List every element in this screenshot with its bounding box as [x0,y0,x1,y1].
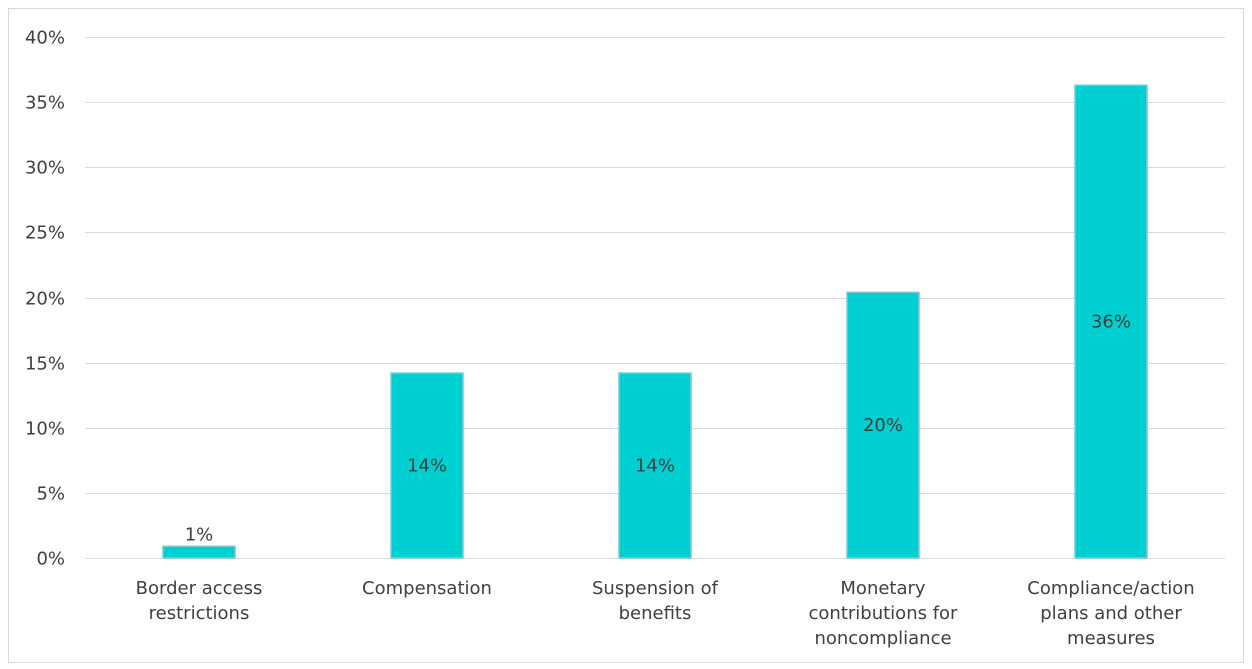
y-tick-label: 15% [25,354,65,375]
y-axis-tick-labels: 0% 5% 10% 15% 20% 25% 30% 35% 40% [25,28,65,570]
y-tick-label: 25% [25,223,65,244]
gridlines [85,37,1225,559]
x-category-label: Monetary contributions for noncompliance [809,578,959,649]
bar [1074,84,1148,559]
bar [162,545,236,559]
y-tick-label: 30% [25,158,65,179]
x-category-label: Suspension of benefits [592,578,719,624]
y-tick-label: 35% [25,93,65,114]
data-label: 1% [185,524,214,545]
x-axis-category-labels: Border access restrictions Compensation Sus… [136,578,1195,649]
bar [390,372,464,559]
y-tick-label: 20% [25,289,65,310]
x-category-label: Compensation [362,578,492,599]
data-labels: 1% 14% 14% 20% 36% [185,312,1131,546]
x-category-label: Border access restrictions [136,578,263,624]
x-category-label: Compliance/action plans and other measures [1027,578,1194,649]
data-label: 14% [407,456,447,477]
bar [846,291,920,559]
y-tick-label: 0% [36,549,65,570]
data-label: 14% [635,456,675,477]
y-tick-label: 10% [25,419,65,440]
bars [162,84,1148,559]
y-tick-label: 40% [25,28,65,49]
y-tick-label: 5% [36,484,65,505]
data-label: 20% [863,415,903,436]
data-label: 36% [1091,312,1131,333]
bar [618,372,692,559]
